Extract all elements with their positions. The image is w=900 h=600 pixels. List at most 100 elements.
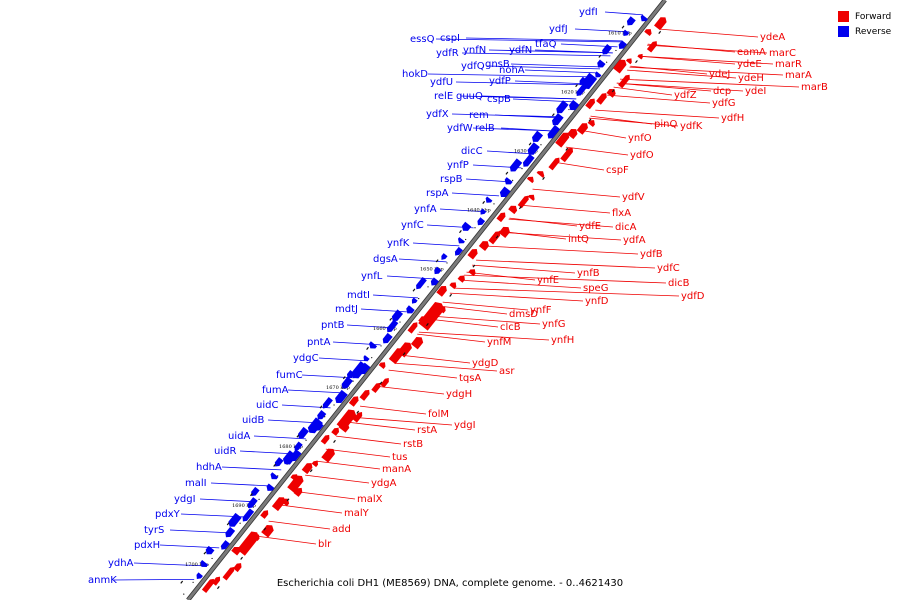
reverse-connector <box>465 178 511 183</box>
reverse-gene-label: cspI <box>440 33 460 44</box>
forward-gene-mark <box>359 389 370 401</box>
tick-label: 1650 kbp <box>420 267 444 273</box>
forward-connector <box>449 292 584 302</box>
forward-gene-label: dicB <box>668 278 690 289</box>
tick-label: 1660 kbp <box>373 326 397 332</box>
reverse-gene-mark <box>602 43 613 55</box>
forward-connector <box>417 333 486 343</box>
forward-connector <box>388 369 458 379</box>
forward-gene-mark <box>311 460 318 468</box>
forward-gene-mark <box>644 29 652 37</box>
scale-dot <box>615 49 617 52</box>
forward-gene-mark <box>613 59 627 74</box>
forward-connector <box>316 460 381 470</box>
reverse-gene-label: nohA <box>499 65 525 76</box>
forward-gene-label: folM <box>428 409 449 420</box>
reverse-gene-label: mdtI <box>347 290 370 301</box>
reverse-gene-label: ynfA <box>414 204 437 215</box>
reverse-gene-mark <box>551 113 564 126</box>
tick-label: 1670 kbp <box>326 385 350 391</box>
reverse-gene-label: ydfJ <box>549 24 568 35</box>
reverse-gene-label: ydgI <box>174 494 196 505</box>
spacer-mark <box>598 54 602 58</box>
forward-gene-mark <box>380 377 389 388</box>
reverse-connector <box>253 435 306 440</box>
spacer-mark <box>180 580 184 584</box>
reverse-gene-label: tyrS <box>144 525 164 536</box>
reverse-gene-mark <box>406 305 415 314</box>
reverse-gene-mark <box>294 441 303 451</box>
forward-gene-label: rstB <box>403 439 423 450</box>
forward-connector <box>472 264 576 274</box>
reverse-connector <box>500 127 551 132</box>
forward-gene-mark <box>625 58 632 65</box>
reverse-gene-mark <box>225 526 236 538</box>
reverse-gene-label: fumC <box>276 370 303 381</box>
forward-gene-mark <box>233 563 242 573</box>
forward-gene-label: asr <box>499 366 515 377</box>
reverse-connector <box>133 562 205 567</box>
forward-gene-mark <box>352 412 363 423</box>
reverse-gene-mark <box>441 253 448 260</box>
tick-label: 1630 kbp <box>514 149 538 155</box>
forward-gene-mark <box>237 531 260 556</box>
reverse-gene-mark <box>504 177 513 185</box>
reverse-gene-mark <box>411 297 418 304</box>
forward-gene-label: ydfC <box>657 263 680 274</box>
forward-gene-mark <box>536 171 545 178</box>
spacer-mark <box>309 469 313 473</box>
reverse-connector <box>451 192 500 197</box>
forward-gene-mark <box>418 302 445 331</box>
spacer-mark <box>518 206 522 210</box>
reverse-gene-mark <box>509 158 523 172</box>
forward-gene-mark <box>201 578 215 593</box>
forward-connector <box>646 44 768 54</box>
forward-gene-label: tqsA <box>459 373 481 384</box>
reverse-gene-mark <box>322 397 333 409</box>
reverse-gene-mark <box>581 72 598 90</box>
forward-connector <box>305 474 370 484</box>
reverse-gene-label: guuQ <box>456 91 483 102</box>
forward-gene-mark <box>646 41 657 53</box>
forward-gene-mark <box>301 463 313 475</box>
spacer-mark <box>658 30 662 34</box>
forward-gene-label: ynfG <box>542 319 566 330</box>
reverse-gene-label: hdhA <box>196 462 222 473</box>
reverse-gene-label: dgsA <box>373 254 398 265</box>
reverse-gene-label: ynfC <box>401 220 424 231</box>
reverse-gene-mark <box>597 59 606 68</box>
scale-dot <box>380 345 382 347</box>
forward-gene-label: ydeE <box>737 59 762 70</box>
forward-gene-mark <box>293 487 303 497</box>
forward-gene-label: marB <box>801 82 828 93</box>
reverse-connector <box>439 208 487 213</box>
forward-gene-mark <box>410 337 424 350</box>
spacer-mark <box>505 171 509 175</box>
scale-dot <box>399 321 401 323</box>
forward-gene-label: intQ <box>568 234 589 245</box>
forward-gene-mark <box>567 128 578 140</box>
forward-gene-label: marR <box>775 59 802 70</box>
reverse-connector <box>281 404 331 409</box>
reverse-gene-mark <box>547 124 561 139</box>
reverse-gene-mark <box>247 497 258 509</box>
reverse-gene-mark <box>341 376 353 389</box>
legend: Forward Reverse <box>838 9 891 39</box>
forward-connector <box>400 354 471 364</box>
spacer-mark <box>426 323 429 327</box>
forward-gene-label: ynfH <box>551 335 574 346</box>
reverse-gene-mark <box>480 208 487 215</box>
reverse-gene-label: relB <box>475 123 495 134</box>
forward-gene-label: tus <box>392 452 407 463</box>
forward-gene-label: ydgA <box>371 478 397 489</box>
forward-gene-label: rstA <box>417 425 437 436</box>
forward-connector <box>487 245 639 255</box>
reverse-gene-mark <box>369 341 378 349</box>
reverse-gene-label: ydfQ <box>461 61 485 72</box>
scale-dot <box>211 557 213 560</box>
reverse-gene-label: mdtJ <box>335 304 358 315</box>
reverse-gene-mark <box>298 426 309 439</box>
spacer-mark <box>412 288 416 292</box>
spacer-mark <box>621 25 625 29</box>
forward-gene-mark <box>371 382 381 394</box>
